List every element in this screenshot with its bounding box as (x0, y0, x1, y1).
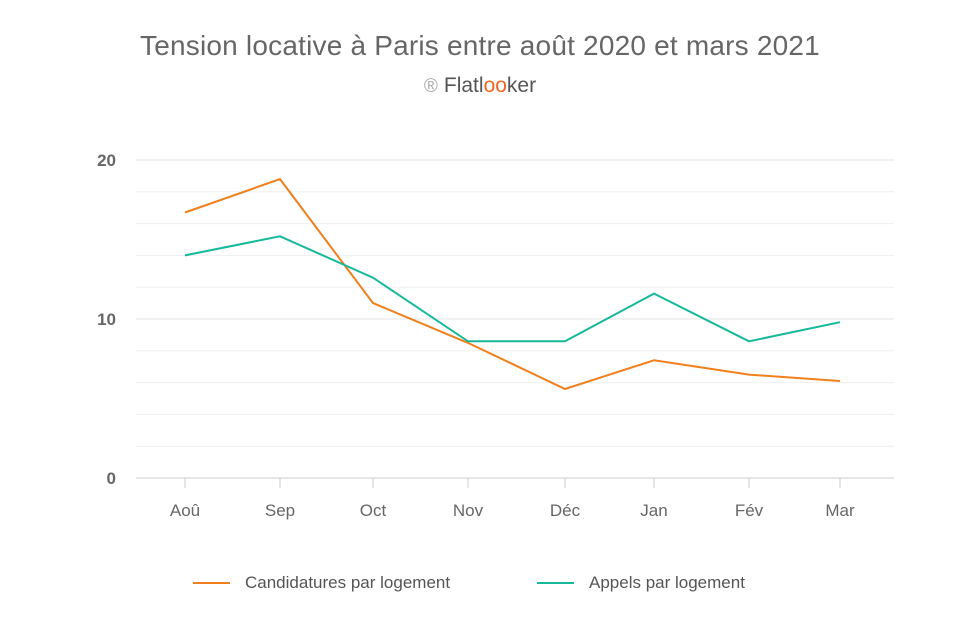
brand-text-oo: oo (483, 74, 507, 97)
x-tick-label: Nov (453, 501, 484, 520)
chart-subtitle: ® Flatlooker (0, 74, 960, 98)
brand-text-start: Flatl (443, 74, 484, 97)
x-tick-label: Déc (550, 501, 581, 520)
registered-mark: ® (423, 76, 438, 97)
legend-label-2: Appels par logement (589, 573, 745, 592)
x-tick-label: Sep (265, 501, 295, 520)
y-tick-label: 0 (107, 469, 116, 488)
x-tick-label: Oct (360, 501, 387, 520)
x-tick-label: Mar (825, 501, 855, 520)
y-tick-label: 10 (97, 310, 116, 329)
series-line-1 (184, 177, 841, 391)
x-tick-label: Jan (640, 501, 667, 520)
x-tick-label: Aoû (170, 501, 200, 520)
x-tick-label: Fév (735, 501, 764, 520)
chart-title: Tension locative à Paris entre août 2020… (140, 30, 820, 61)
series-line-2 (184, 235, 841, 343)
legend-label-1: Candidatures par logement (245, 573, 450, 592)
y-tick-label: 20 (97, 151, 116, 170)
brand-text-end: ker (506, 74, 537, 97)
